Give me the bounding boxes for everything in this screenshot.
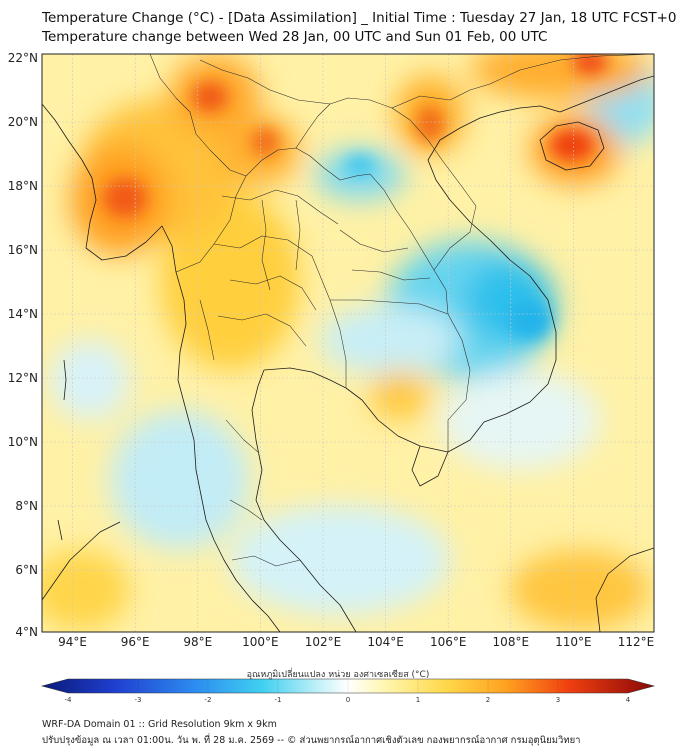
- lat-label: 6°N: [15, 563, 38, 577]
- colorbar-tick: -3: [135, 696, 142, 704]
- map-title-line-2: Temperature change between Wed 28 Jan, 0…: [42, 29, 548, 45]
- lat-label: 16°N: [8, 243, 38, 257]
- lon-label: 104°E: [367, 635, 404, 649]
- lon-label: 96°E: [121, 635, 150, 649]
- colorbar: -4 -3 -2 -1 0 1 2 3 4: [40, 678, 656, 704]
- colorbar-tick: -2: [205, 696, 212, 704]
- lon-label: 106°E: [430, 635, 467, 649]
- longitude-labels: 94°E 96°E 98°E 100°E 102°E 104°E 106°E 1…: [58, 635, 654, 649]
- colorbar-bar: [40, 678, 656, 694]
- colorbar-tick: -1: [275, 696, 282, 704]
- temperature-field: [42, 54, 654, 632]
- borders: [149, 54, 654, 567]
- lat-label: 12°N: [8, 371, 38, 385]
- footer-update-info: ปรับปรุงข้อมูล ณ เวลา 01:00น. วัน พ. ที่…: [42, 735, 581, 746]
- colorbar-tick: 4: [626, 696, 631, 704]
- colorbar-tick: 3: [556, 696, 560, 704]
- lon-label: 112°E: [618, 635, 655, 649]
- colorbar-tick: 2: [486, 696, 490, 704]
- lat-label: 14°N: [8, 307, 38, 321]
- lon-label: 94°E: [58, 635, 87, 649]
- lat-label: 18°N: [8, 179, 38, 193]
- lat-label: 20°N: [8, 115, 38, 129]
- colorbar-label: อุณหภูมิเปลี่ยนแปลง หน่วย องศาเซลเซียส (…: [246, 670, 430, 680]
- lat-label: 10°N: [8, 435, 38, 449]
- lat-label: 22°N: [8, 51, 38, 65]
- map-frame: [41, 53, 655, 633]
- lon-label: 100°E: [242, 635, 279, 649]
- footer-model-info: WRF-DA Domain 01 :: Grid Resolution 9km …: [42, 719, 277, 730]
- lon-label: 110°E: [555, 635, 592, 649]
- colorbar-tick: -4: [65, 696, 73, 704]
- coastlines: [42, 75, 654, 632]
- colorbar-tick: 0: [346, 696, 350, 704]
- lat-label: 4°N: [15, 625, 38, 639]
- graticule: [42, 54, 654, 632]
- latitude-labels: 22°N 20°N 18°N 16°N 14°N 12°N 10°N 8°N 6…: [8, 51, 38, 639]
- lon-label: 102°E: [305, 635, 342, 649]
- lon-label: 98°E: [183, 635, 212, 649]
- colorbar-tick: 1: [416, 696, 420, 704]
- lon-label: 108°E: [493, 635, 530, 649]
- map-title-line-1: Temperature Change (°C) - [Data Assimila…: [42, 10, 676, 26]
- lat-label: 8°N: [15, 499, 38, 513]
